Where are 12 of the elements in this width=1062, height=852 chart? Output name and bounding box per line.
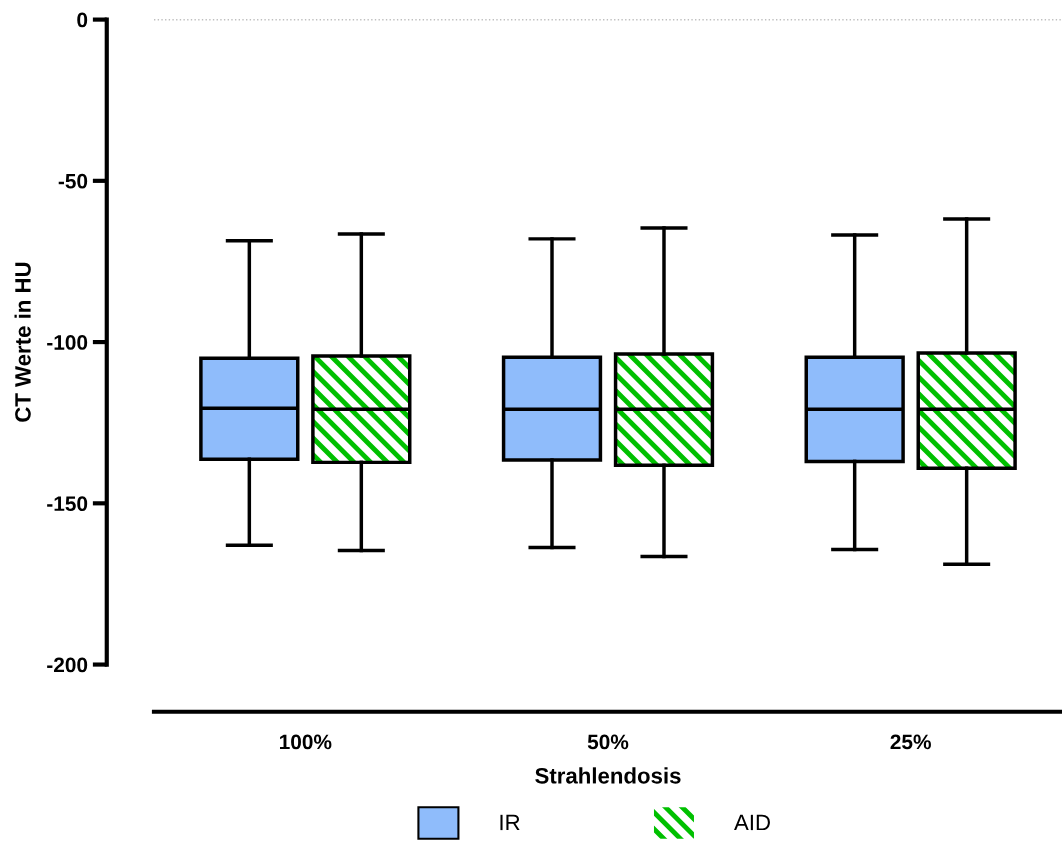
legend-label: IR: [500, 814, 520, 831]
y-tick-label: 0: [77, 12, 88, 28]
x-tick-label: 100%: [280, 734, 332, 750]
y-tick-label: -50: [58, 173, 88, 189]
y-axis-title: CT Werte in HU: [14, 262, 31, 422]
x-tick-label: 25%: [890, 734, 931, 750]
y-tick-label: -200: [47, 657, 88, 673]
y-tick-label: -150: [47, 496, 88, 512]
y-tick-label: -100: [47, 335, 88, 350]
legend-label: AID: [734, 814, 770, 831]
x-axis-title: Strahlendosis: [535, 767, 681, 784]
x-tick-label: 50%: [587, 734, 629, 750]
